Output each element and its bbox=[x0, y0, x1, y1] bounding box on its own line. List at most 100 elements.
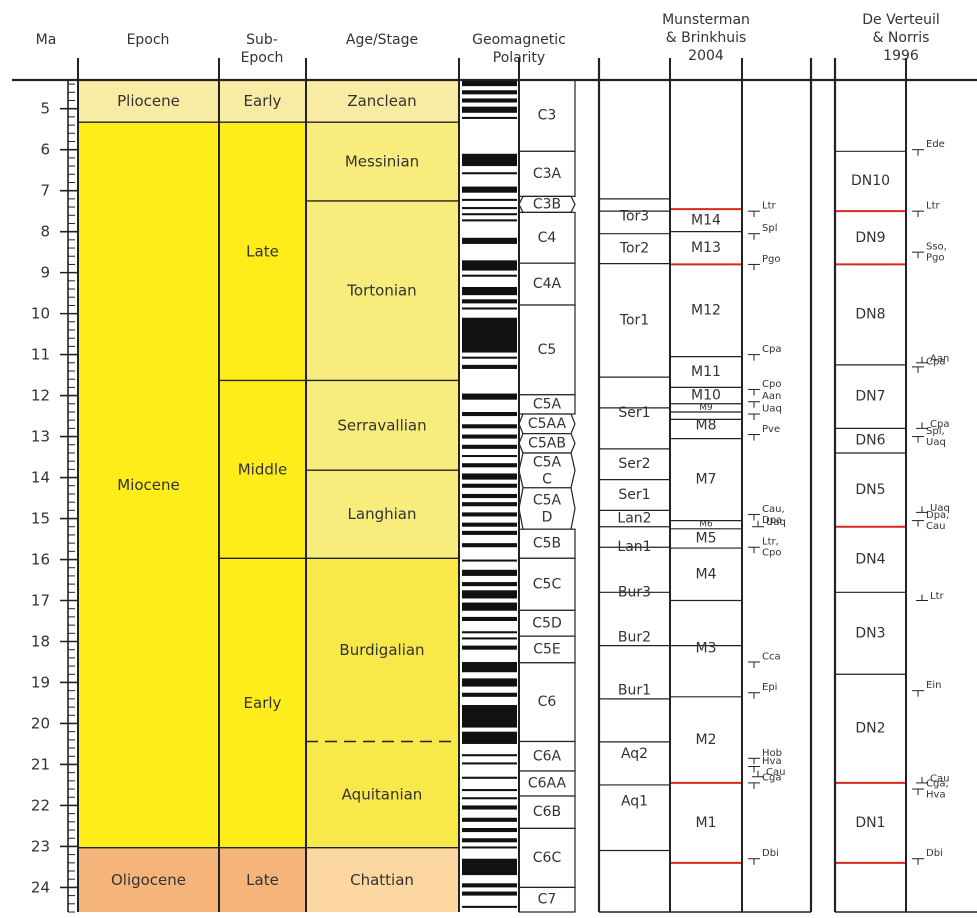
tick-label: 8 bbox=[40, 223, 50, 241]
column-headers: Ma Epoch Sub- Epoch Age/Stage Geomagneti… bbox=[36, 12, 940, 66]
polarity-normal-band bbox=[462, 559, 517, 562]
chron-box bbox=[518, 609, 576, 637]
dn-event-label: Cau bbox=[926, 521, 945, 532]
header-deverteuil-line1: De Verteuil bbox=[862, 12, 939, 28]
tick-label: 9 bbox=[40, 264, 50, 282]
epoch-label: Miocene bbox=[117, 476, 180, 494]
dn-event-label: Cpa bbox=[926, 356, 945, 367]
dn-zone-label: DN9 bbox=[855, 230, 885, 246]
polarity-normal-band bbox=[462, 237, 517, 244]
tick-label: 10 bbox=[31, 305, 50, 323]
chron-column: C3C3AC3BC4C4AC5C5AC5AAC5ABC5ACC5ADC5BC5C… bbox=[518, 79, 576, 913]
deverteuil-zone-column: DN10 DN9 DN8 DN7 DN6 DN5 DN4 DN3 DN2 DN1 bbox=[835, 150, 906, 864]
polarity-normal-band bbox=[462, 411, 517, 417]
polarity-normal-band bbox=[462, 797, 517, 800]
polarity-normal-band bbox=[462, 762, 517, 765]
chron-label: C5A bbox=[533, 396, 562, 412]
m-zone-label: M3 bbox=[696, 641, 717, 657]
polarity-normal-band bbox=[462, 90, 517, 95]
stage-column: Zanclean Messinian Tortonian Serravallian La… bbox=[306, 80, 459, 912]
bioevent-up-label: Cau bbox=[766, 767, 785, 778]
polarity-normal-band bbox=[462, 705, 517, 728]
polarity-normal-band bbox=[462, 805, 517, 810]
dn-zone-label: DN2 bbox=[855, 721, 885, 737]
m-zone-label: M2 bbox=[696, 732, 717, 748]
dn-zone-label: DN5 bbox=[855, 482, 885, 498]
m-zone-label: M6 bbox=[699, 520, 713, 530]
bioevent-label: Pve bbox=[762, 424, 780, 435]
bioevent-label: Hva bbox=[762, 756, 782, 767]
chron-label: C4A bbox=[533, 276, 562, 292]
header-age-stage: Age/Stage bbox=[346, 32, 418, 48]
dn-event-label: Ltr bbox=[926, 201, 940, 212]
bioevent-label: Ltr bbox=[762, 201, 776, 212]
deverteuil-events-column: EdeLtrSso,PgoCpaSpl,UaqDpa,CauEinCga,Hva… bbox=[912, 139, 950, 865]
stage-label: Chattian bbox=[350, 871, 414, 889]
chron-label: C6C bbox=[533, 850, 562, 866]
stage-label: Messinian bbox=[345, 153, 419, 171]
m-zone-label: M12 bbox=[691, 303, 721, 319]
tick-label: 21 bbox=[31, 755, 50, 773]
header-deverteuil-line3: 1996 bbox=[883, 48, 919, 64]
polarity-normal-band bbox=[462, 493, 517, 499]
stage-band bbox=[306, 200, 459, 381]
stage-label: Zanclean bbox=[347, 92, 416, 110]
polarity-normal-band bbox=[462, 393, 517, 400]
tick-label: 13 bbox=[31, 428, 50, 446]
bioevent-label: Hob bbox=[762, 748, 782, 759]
chron-box bbox=[518, 304, 576, 396]
sequence-label: Bur1 bbox=[618, 683, 651, 699]
m-zone-label: M5 bbox=[696, 530, 717, 546]
sequence-label: Ser1 bbox=[618, 487, 650, 503]
m-zone-label: M1 bbox=[696, 815, 717, 831]
m-zone-label: M8 bbox=[696, 417, 717, 433]
polarity-normal-band bbox=[462, 463, 517, 468]
polarity-normal-band bbox=[462, 198, 517, 201]
stage-label: Aquitanian bbox=[342, 786, 423, 804]
tick-label: 15 bbox=[31, 510, 50, 528]
polarity-normal-band bbox=[462, 512, 517, 517]
bioevent-label: Dbi bbox=[762, 848, 779, 859]
polarity-normal-band bbox=[462, 80, 517, 87]
dn-event-up-label: Ltr bbox=[930, 591, 944, 602]
m-zone-label: M7 bbox=[696, 472, 717, 488]
chron-label: C3 bbox=[538, 108, 557, 124]
sequence-label: Bur2 bbox=[618, 629, 651, 645]
m-zone-label: M11 bbox=[691, 364, 721, 380]
bioevent-label: Cga bbox=[762, 772, 781, 783]
polarity-normal-band bbox=[462, 434, 517, 439]
chron-label: C5AB bbox=[528, 435, 566, 451]
sequence-label: Tor2 bbox=[619, 241, 649, 257]
chron-box bbox=[518, 150, 576, 197]
sequence-label: Aq2 bbox=[621, 746, 648, 762]
subepoch-label: Early bbox=[244, 694, 282, 712]
chron-box bbox=[518, 635, 576, 664]
bioevent-label: Dpa bbox=[762, 515, 782, 526]
polarity-normal-band bbox=[462, 186, 517, 193]
stage-label: Langhian bbox=[348, 505, 417, 523]
polarity-normal-band bbox=[462, 260, 517, 271]
chron-label: C5D bbox=[532, 615, 561, 631]
chron-box bbox=[518, 886, 576, 913]
polarity-normal-band bbox=[462, 582, 517, 587]
polarity-normal-band bbox=[462, 172, 517, 175]
polarity-normal-band bbox=[462, 356, 517, 359]
chron-label: C3B bbox=[533, 196, 561, 212]
bioevent-label: Uaq bbox=[762, 404, 782, 415]
stage-label: Burdigalian bbox=[339, 641, 424, 659]
header-munsterman-line1: Munsterman bbox=[662, 12, 750, 28]
chron-label: C4 bbox=[538, 230, 557, 246]
subepoch-band bbox=[219, 380, 306, 559]
polarity-normal-band bbox=[462, 299, 517, 304]
dn-event-label: Ein bbox=[926, 680, 941, 691]
dn-zone-label: DN1 bbox=[855, 815, 885, 831]
dn-event-label: Uaq bbox=[926, 437, 946, 448]
munsterman-events-column: LtrSplPgoCpaCpoAanUaqPveCau,DpaLtr,CpoCc… bbox=[748, 201, 786, 865]
dn-zone-label: DN7 bbox=[855, 389, 885, 405]
subepoch-label: Middle bbox=[238, 460, 288, 478]
polarity-normal-band bbox=[462, 616, 517, 622]
sequence-label: Tor3 bbox=[619, 208, 649, 224]
bioevent-label: Aan bbox=[762, 391, 781, 402]
polarity-normal-band bbox=[462, 858, 517, 876]
stage-band bbox=[306, 847, 459, 912]
